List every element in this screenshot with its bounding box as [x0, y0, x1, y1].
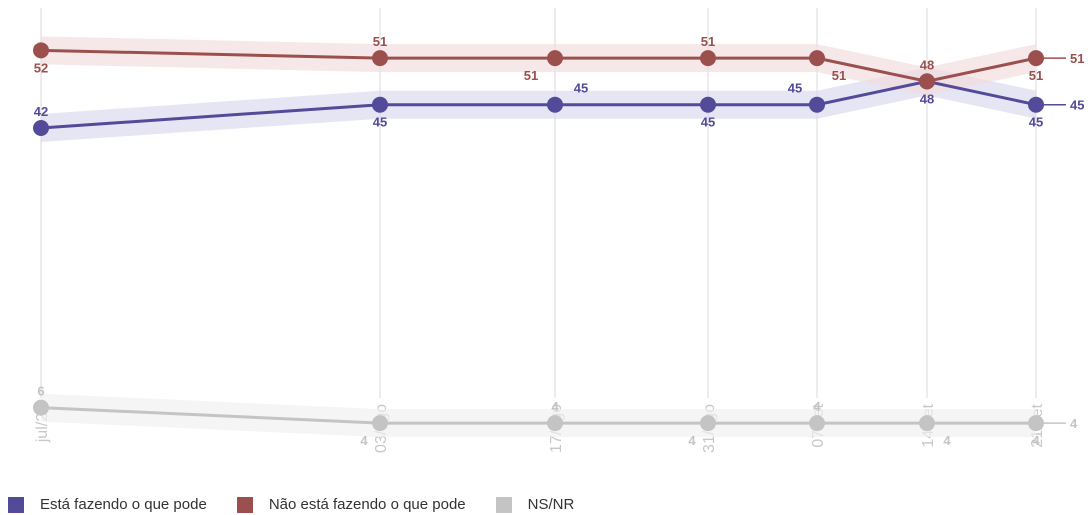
data-point [1028, 50, 1044, 67]
legend-swatch-nao-esta-fazendo [236, 496, 253, 513]
confidence-band-2 [41, 393, 1036, 438]
data-label: 6 [37, 384, 44, 399]
data-label: 4 [688, 433, 696, 448]
data-label: 45 [1029, 115, 1043, 130]
data-point [33, 42, 49, 59]
data-point [919, 73, 935, 90]
data-label: 4 [360, 433, 368, 448]
data-label: 4 [943, 433, 951, 448]
legend-item-esta-fazendo[interactable]: Está fazendo o que pode [8, 496, 207, 513]
data-point [1028, 415, 1044, 432]
series-end-label-0: 45 [1070, 98, 1084, 113]
data-point [919, 415, 935, 432]
legend-item-nao-esta-fazendo[interactable]: Não está fazendo o que pode [236, 496, 466, 513]
data-label: 45 [701, 115, 715, 130]
data-label: 48 [920, 91, 934, 106]
data-point [809, 50, 825, 67]
data-label: 4 [551, 399, 559, 414]
data-point [700, 50, 716, 67]
data-point [547, 96, 563, 113]
legend-label-ns-nr: NS/NR [527, 496, 575, 513]
data-point [809, 96, 825, 113]
data-label: 45 [373, 115, 387, 130]
data-label: 45 [574, 81, 588, 96]
data-label: 4 [1032, 433, 1040, 448]
legend-label-esta-fazendo: Está fazendo o que pode [40, 496, 207, 513]
data-label: 4 [813, 399, 821, 414]
data-point [372, 50, 388, 67]
data-point [372, 415, 388, 432]
data-label: 51 [701, 34, 715, 49]
data-label: 51 [832, 68, 846, 83]
data-label: 51 [373, 34, 387, 49]
chart-canvas: jul/2203/ago17/ago31/ago07/set14/set21/s… [33, 8, 1084, 453]
series-end-label-2: 4 [1070, 416, 1078, 431]
data-point [33, 119, 49, 136]
series-end-label-1: 51 [1070, 51, 1084, 66]
legend-item-ns-nr[interactable]: NS/NR [495, 496, 575, 513]
data-label: 51 [524, 68, 538, 83]
data-point [372, 96, 388, 113]
legend-swatch-ns-nr [495, 496, 512, 513]
data-point [809, 415, 825, 432]
data-point [1028, 96, 1044, 113]
data-label: 42 [34, 104, 48, 119]
data-label: 48 [920, 57, 934, 72]
data-label: 52 [34, 60, 48, 75]
data-label: 51 [1029, 68, 1043, 83]
data-point [547, 50, 563, 67]
confidence-band-1 [41, 36, 1036, 96]
data-point [547, 415, 563, 432]
data-point [33, 399, 49, 416]
data-label: 45 [788, 81, 802, 96]
data-point [700, 415, 716, 432]
legend-swatch-esta-fazendo [8, 496, 24, 513]
legend-label-nao-esta-fazendo: Não está fazendo o que pode [268, 496, 466, 513]
legend: Está fazendo o que pode Não está fazendo… [8, 496, 604, 513]
data-point [700, 96, 716, 113]
